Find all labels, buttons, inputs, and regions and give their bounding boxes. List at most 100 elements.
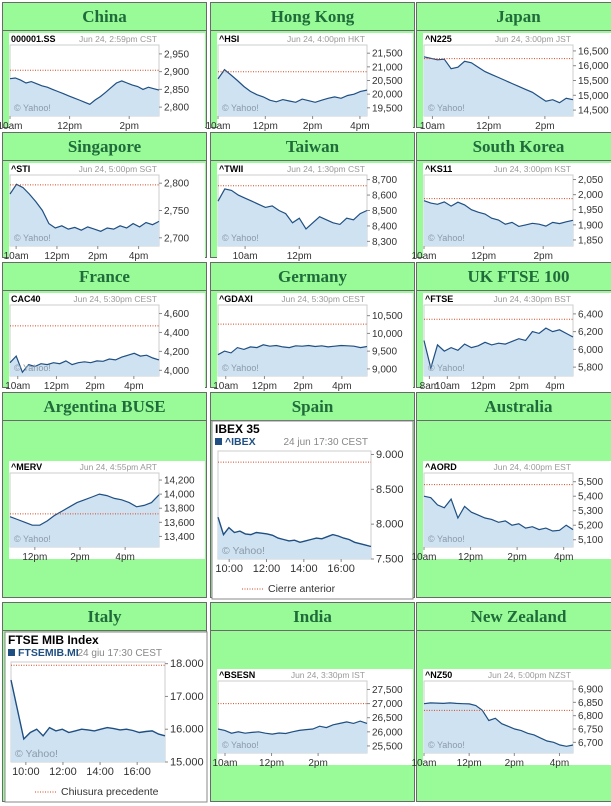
timestamp-label: 24 jun 17:30 CEST bbox=[284, 437, 369, 448]
timestamp-label: Jun 24, 1:30pm CST bbox=[287, 164, 365, 174]
x-tick-label: 12pm bbox=[57, 121, 82, 132]
y-tick-label: 13,800 bbox=[164, 504, 195, 515]
market-title[interactable]: Singapore bbox=[3, 134, 206, 161]
y-tick-label: 21,000 bbox=[372, 62, 403, 73]
x-tick-label: 12pm bbox=[287, 251, 312, 262]
x-tick-label: 2pm bbox=[88, 251, 107, 262]
market-panel: China 2,950 2,900 2,850 2,800 10am 12pm 2pm 0000… bbox=[0, 2, 207, 132]
y-tick-label: 16,500 bbox=[578, 46, 609, 57]
x-tick-label: 10am bbox=[420, 121, 445, 132]
y-tick-label: 14,500 bbox=[578, 106, 609, 117]
symbol-label: ^BSESN bbox=[219, 670, 255, 680]
series-area bbox=[424, 200, 573, 246]
market-title[interactable]: China bbox=[3, 4, 206, 31]
y-tick-label: 6,200 bbox=[578, 327, 603, 338]
x-tick-label: 16:00 bbox=[123, 766, 151, 778]
source-watermark: © Yahoo! bbox=[14, 103, 51, 113]
market-panel: India 27,500 27,000 26,500 26,000 25,500 10am 1… bbox=[210, 602, 415, 802]
x-tick-label: 12pm bbox=[259, 758, 284, 769]
x-tick-label: 2pm bbox=[70, 552, 89, 563]
series-swatch bbox=[8, 649, 15, 656]
market-title[interactable]: Spain bbox=[211, 394, 414, 421]
y-tick-label: 6,850 bbox=[578, 698, 603, 709]
x-tick-label: 2pm bbox=[293, 381, 312, 392]
market-title[interactable]: Japan bbox=[417, 4, 611, 31]
x-tick-label: 10am bbox=[411, 552, 436, 563]
chart-area: 16,500 16,000 15,500 15,000 14,500 10am 12pm 2p… bbox=[417, 31, 611, 132]
market-title[interactable]: New Zealand bbox=[417, 604, 611, 631]
chart-svg: 8,700 8,600 8,500 8,400 8,300 10am 12pm ^TWII Ju… bbox=[217, 163, 413, 262]
market-title[interactable]: Germany bbox=[211, 264, 414, 291]
x-tick-label: 10am bbox=[213, 381, 238, 392]
y-tick-label: 15,000 bbox=[578, 91, 609, 102]
market-title[interactable]: Italy bbox=[3, 604, 206, 631]
y-tick-label: 2,850 bbox=[164, 85, 189, 96]
market-title[interactable]: France bbox=[3, 264, 206, 291]
chart-area: 10,500 10,000 9,500 9,000 10am 12pm 2pm 4pm ^GDA… bbox=[211, 291, 414, 392]
chart-svg: 14,200 14,000 13,800 13,600 13,400 12pm 2pm 4pm… bbox=[9, 461, 205, 563]
source-watermark: © Yahoo! bbox=[428, 103, 465, 113]
x-tick-label: 10am bbox=[4, 251, 29, 262]
y-tick-label: 19,500 bbox=[372, 103, 403, 114]
chart-area: 2,800 2,750 2,700 10am 12pm 2pm 4pm ^STI Jun 24,… bbox=[3, 161, 206, 262]
y-tick-label: 2,750 bbox=[164, 206, 189, 217]
y-tick-label: 6,750 bbox=[578, 725, 603, 736]
symbol-label: CAC40 bbox=[11, 294, 41, 304]
source-watermark: © Yahoo! bbox=[14, 363, 51, 373]
chart-svg: 6,900 6,850 6,800 6,750 6,700 10am 12pm 2pm 4pm ^… bbox=[411, 669, 611, 769]
y-tick-label: 9,000 bbox=[372, 364, 397, 375]
x-tick-label: 16:00 bbox=[327, 563, 355, 575]
market-title[interactable]: India bbox=[211, 604, 414, 631]
x-tick-label: 2pm bbox=[533, 251, 552, 262]
series-line bbox=[217, 68, 368, 103]
symbol-label: ^STI bbox=[11, 164, 30, 174]
timestamp-label: Jun 24, 3:00pm KST bbox=[494, 164, 572, 174]
symbol-label: ^KS11 bbox=[425, 164, 452, 174]
y-tick-label: 8,300 bbox=[372, 237, 397, 248]
y-tick-label: 10,500 bbox=[372, 311, 403, 322]
y-tick-label: 1,950 bbox=[578, 205, 603, 216]
market-title[interactable]: Taiwan bbox=[211, 134, 414, 161]
chart-svg: 21,500 21,000 20,500 20,000 19,500 10am 12pm 2p… bbox=[205, 33, 413, 132]
x-tick-label: 10am bbox=[205, 121, 230, 132]
y-tick-label: 6,000 bbox=[578, 345, 603, 356]
y-tick-label: 7.500 bbox=[376, 554, 404, 566]
timestamp-label: Jun 24, 4:55pm ART bbox=[80, 462, 157, 472]
chart-area: 8,700 8,600 8,500 8,400 8,300 10am 12pm ^TWII Ju… bbox=[211, 161, 414, 262]
market-title[interactable]: Hong Kong bbox=[211, 4, 414, 31]
market-title[interactable]: Argentina BUSE bbox=[3, 394, 206, 421]
timestamp-label: Jun 24, 5:30pm CEST bbox=[281, 294, 365, 304]
series-line bbox=[423, 327, 574, 371]
chart-area: 21,500 21,000 20,500 20,000 19,500 10am 12pm 2p… bbox=[205, 31, 414, 132]
series-line bbox=[423, 495, 574, 532]
market-title[interactable]: UK FTSE 100 bbox=[417, 264, 611, 291]
y-tick-label: 20,500 bbox=[372, 76, 403, 87]
series-line bbox=[9, 77, 160, 105]
source-watermark: © Yahoo! bbox=[428, 363, 465, 373]
y-tick-label: 8,500 bbox=[372, 206, 397, 217]
y-tick-label: 5,300 bbox=[578, 506, 603, 517]
y-tick-label: 25,500 bbox=[372, 741, 403, 752]
y-tick-label: 26,500 bbox=[372, 713, 403, 724]
x-tick-label: 12pm bbox=[471, 251, 496, 262]
chart-area: 9.000 8.500 8.000 7.500 10:00 12:00 14:00 16:00… bbox=[211, 420, 414, 600]
y-tick-label: 8.500 bbox=[376, 484, 404, 496]
x-tick-label: 2pm bbox=[507, 552, 526, 563]
x-tick-label: 4pm bbox=[129, 251, 148, 262]
market-title[interactable]: Australia bbox=[417, 394, 611, 421]
symbol-label: ^N225 bbox=[425, 34, 452, 44]
x-tick-label: 14:00 bbox=[290, 563, 318, 575]
market-title[interactable]: South Korea bbox=[417, 134, 611, 161]
y-tick-label: 13,400 bbox=[164, 532, 195, 543]
market-panel: Taiwan 8,700 8,600 8,500 8,400 8,300 10am 12pm ^… bbox=[210, 132, 415, 262]
chart-area: 2,950 2,900 2,850 2,800 10am 12pm 2pm 000001.SS… bbox=[0, 31, 206, 132]
y-tick-label: 26,000 bbox=[372, 727, 403, 738]
symbol-label: ^MERV bbox=[11, 462, 42, 472]
market-panel: Singapore 2,800 2,750 2,700 10am 12pm 2pm 4pm ^S… bbox=[2, 132, 207, 262]
y-tick-label: 16.000 bbox=[170, 724, 204, 736]
y-tick-label: 5,500 bbox=[578, 477, 603, 488]
market-panel: Argentina BUSE 14,200 14,000 13,800 13,600 13… bbox=[2, 392, 207, 598]
chart-area: 14,200 14,000 13,800 13,600 13,400 12pm 2pm 4pm… bbox=[3, 421, 206, 597]
chart-area: 27,500 27,000 26,500 26,000 25,500 10am 12pm 2p… bbox=[211, 631, 414, 801]
legend-label: Chiusura precedente bbox=[61, 786, 159, 798]
